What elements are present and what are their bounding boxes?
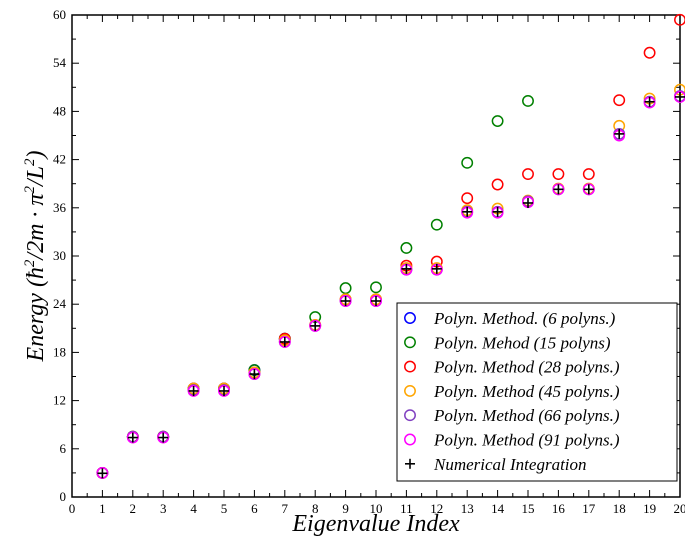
x-tick-label: 14: [491, 501, 505, 516]
legend-marker: [404, 433, 416, 446]
x-tick-label: 11: [400, 501, 413, 516]
data-point: [126, 431, 139, 444]
legend-label: Numerical Integration: [433, 455, 587, 474]
x-tick-label: 13: [461, 501, 474, 516]
data-point: [400, 242, 413, 254]
legend: Polyn. Method. (6 polyns.) Polyn. Mehod (…: [396, 302, 678, 482]
x-tick-label: 1: [99, 501, 106, 516]
x-tick-label: 6: [251, 501, 258, 516]
data-point: [187, 385, 200, 397]
x-tick-label: 12: [430, 501, 443, 516]
legend-label: Polyn. Method (66 polyns.): [433, 406, 620, 425]
y-tick-label: 18: [53, 344, 66, 359]
y-tick-label: 60: [53, 7, 66, 22]
numerical-integration-point: [371, 295, 381, 306]
numerical-integration-point: [188, 385, 199, 396]
numerical-integration-point: [219, 385, 229, 396]
x-tick-label: 4: [190, 501, 197, 516]
numerical-integration-point: [158, 432, 169, 443]
y-axis-title: Energy (ħ2/2m · π2/L2): [22, 151, 49, 363]
numerical-integration-point: [553, 184, 564, 195]
y-tick-label: 24: [53, 296, 67, 311]
y-tick-label: 48: [53, 103, 66, 118]
numerical-integration-point: [401, 263, 412, 274]
data-point: [278, 336, 291, 348]
legend-label: Polyn. Method (91 polyns.): [433, 431, 620, 450]
numerical-integration-point: [462, 206, 473, 217]
numerical-integration-point: [431, 263, 442, 274]
x-tick-label: 9: [342, 501, 349, 516]
y-tick-label: 30: [53, 248, 66, 263]
legend-marker: [404, 360, 416, 373]
numerical-integration-point: [614, 128, 625, 139]
legend-marker: [404, 312, 416, 324]
data-point: [582, 183, 595, 196]
numerical-integration-point: [644, 96, 655, 107]
y-tick-label: 12: [53, 393, 66, 408]
x-tick-label: 15: [522, 501, 535, 516]
numerical-integration-point: [310, 320, 321, 331]
y-tick-label: 54: [53, 55, 67, 70]
data-point: [157, 431, 170, 444]
data-point: [674, 13, 685, 26]
data-point: [522, 95, 534, 107]
x-tick-label: 20: [674, 501, 685, 516]
legend-label: Polyn. Method. (6 polyns.): [433, 309, 616, 328]
x-axis-title: Eigenvalue Index: [291, 511, 460, 537]
x-tick-label: 17: [582, 501, 596, 516]
legend-marker: [404, 384, 416, 397]
x-tick-label: 10: [370, 501, 383, 516]
data-point: [370, 295, 382, 307]
numerical-integration-point: [249, 369, 260, 380]
data-point: [613, 94, 626, 107]
x-tick-label: 8: [312, 501, 319, 516]
x-tick-label: 5: [221, 501, 228, 516]
legend-box: [396, 302, 678, 482]
data-point: [218, 385, 230, 397]
y-tick-label: 36: [53, 200, 67, 215]
x-tick-label: 19: [643, 501, 656, 516]
data-point: [643, 46, 656, 59]
x-tick-label: 2: [130, 501, 137, 516]
data-point: [248, 368, 261, 381]
numerical-integration-point: [340, 295, 351, 306]
data-point: [461, 156, 474, 169]
data-marks: [96, 13, 685, 479]
y-tick-label: 6: [60, 441, 67, 456]
data-point: [491, 178, 504, 191]
numerical-integration-point: [97, 468, 108, 479]
numerical-integration-point: [523, 197, 533, 208]
data-point: [491, 115, 504, 127]
y-tick-label: 0: [60, 489, 67, 504]
numerical-integration-point: [492, 206, 503, 217]
y-tick-label: 42: [53, 152, 66, 167]
numerical-integration-point: [675, 91, 685, 102]
data-point: [582, 168, 595, 181]
data-point: [552, 183, 565, 196]
numerical-integration-point: [127, 432, 138, 443]
data-point: [339, 282, 352, 295]
legend-label: Polyn. Mehod (15 polyns): [433, 333, 611, 352]
x-tick-label: 18: [613, 501, 626, 516]
data-point: [461, 192, 474, 205]
x-tick-label: 0: [69, 501, 76, 516]
data-point: [552, 168, 565, 181]
data-point: [339, 295, 352, 307]
numerical-integration-point: [279, 336, 290, 347]
x-tick-label: 3: [160, 501, 167, 516]
legend-label: Polyn. Method (45 polyns.): [433, 382, 620, 401]
data-point: [309, 319, 322, 332]
data-point: [674, 90, 685, 103]
x-tick-label: 7: [282, 501, 289, 516]
axis-ticks: 0 1 2 3 4 5 6 7 8 9 10 11 12 13 14 15 16 17 18 19 2006121824…: [53, 7, 685, 516]
x-tick-label: 16: [552, 501, 566, 516]
data-point: [370, 281, 382, 294]
legend-marker: [404, 336, 416, 349]
legend-label: Polyn. Method (28 polyns.): [433, 358, 620, 377]
numerical-integration-point: [583, 184, 594, 195]
data-point: [430, 218, 443, 231]
legend-marker: [404, 409, 416, 422]
data-point: [522, 168, 534, 181]
